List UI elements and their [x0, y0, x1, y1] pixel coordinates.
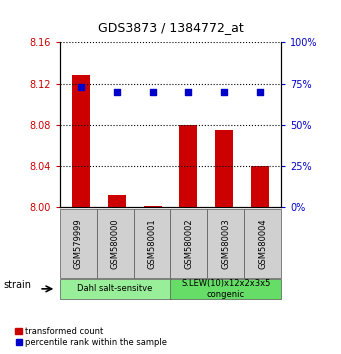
Point — [221, 89, 227, 95]
Text: GSM579999: GSM579999 — [74, 218, 83, 269]
Point — [78, 84, 84, 90]
Point — [186, 89, 191, 95]
Point — [257, 89, 263, 95]
Point — [150, 89, 155, 95]
Bar — [108, 195, 126, 207]
Point — [114, 89, 120, 95]
Text: Dahl salt-sensitve: Dahl salt-sensitve — [77, 284, 153, 293]
Bar — [144, 206, 162, 207]
Text: GSM580004: GSM580004 — [258, 218, 267, 269]
Text: GSM580003: GSM580003 — [221, 218, 231, 269]
Text: GSM580002: GSM580002 — [184, 218, 193, 269]
Bar — [179, 125, 197, 207]
Legend: transformed count, percentile rank within the sample: transformed count, percentile rank withi… — [14, 326, 168, 348]
Bar — [215, 130, 233, 207]
Bar — [251, 166, 269, 207]
Bar — [72, 75, 90, 207]
Text: GSM580001: GSM580001 — [148, 218, 157, 269]
Text: S.LEW(10)x12x2x3x5
congenic: S.LEW(10)x12x2x3x5 congenic — [181, 279, 271, 298]
Text: GDS3873 / 1384772_at: GDS3873 / 1384772_at — [98, 21, 243, 34]
Text: strain: strain — [3, 280, 31, 290]
Text: GSM580000: GSM580000 — [110, 218, 120, 269]
